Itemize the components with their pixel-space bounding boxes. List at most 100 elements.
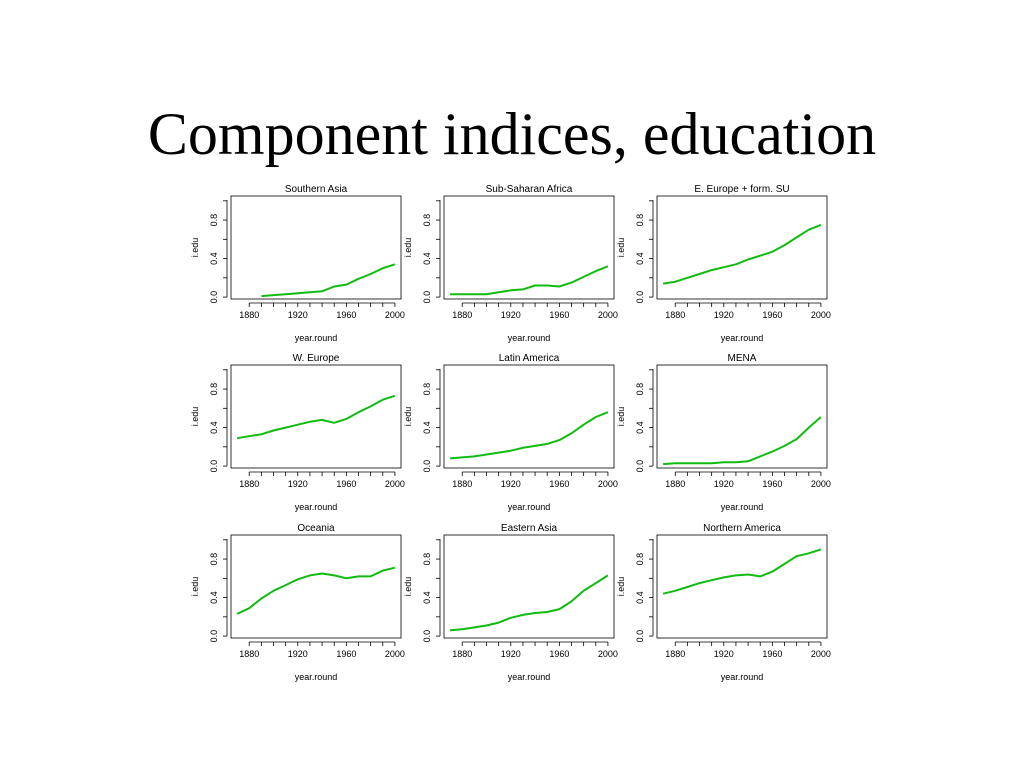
y-axis-label: i.edu <box>190 577 200 597</box>
series-line <box>450 574 609 632</box>
x-tick-label: 2000 <box>598 310 618 320</box>
y-axis-label: i.edu <box>616 238 626 258</box>
series-line <box>450 411 609 460</box>
plot-frame <box>443 364 615 469</box>
x-tick-label: 2000 <box>598 479 618 489</box>
y-tick-label: 0.4 <box>209 421 219 434</box>
series-line <box>236 566 396 615</box>
chart-panel: Southern Asia 1880 1920 1960 2000 year.round 0… <box>190 184 405 343</box>
x-tick-label: 1920 <box>288 479 308 489</box>
x-tick-label: 1960 <box>762 479 782 489</box>
x-tick-label: 2000 <box>811 479 831 489</box>
panel-title: E. Europe + form. SU <box>694 184 789 195</box>
series-line <box>450 265 609 296</box>
y-tick-label: 0.0 <box>209 460 219 473</box>
y-tick-label: 0.4 <box>209 252 219 265</box>
x-tick-label: 1960 <box>549 310 569 320</box>
x-axis-label: year.round <box>721 672 764 682</box>
y-tick-label: 0.8 <box>635 214 645 227</box>
y-tick-label: 0.8 <box>422 553 432 566</box>
y-tick-label: 0.0 <box>209 630 219 643</box>
x-tick-label: 1880 <box>239 310 259 320</box>
chart-panel: Latin America 1880 1920 1960 2000 year.round 0… <box>403 353 618 512</box>
y-tick-label: 0.4 <box>635 421 645 434</box>
series-line <box>663 416 822 466</box>
x-tick-label: 1960 <box>336 479 356 489</box>
plot-frame <box>230 364 402 469</box>
chart-panel: Oceania 1880 1920 1960 2000 year.round 0.0 0.4 0… <box>190 523 405 682</box>
y-tick-label: 0.4 <box>635 252 645 265</box>
panel-title: Sub-Saharan Africa <box>486 184 573 195</box>
y-axis-label: i.edu <box>403 407 413 427</box>
y-axis-label: i.edu <box>403 238 413 258</box>
y-tick-label: 0.4 <box>422 252 432 265</box>
y-axis-label: i.edu <box>190 407 200 427</box>
plot-frame <box>230 534 402 639</box>
plot-frame <box>443 534 615 639</box>
y-tick-label: 0.8 <box>209 553 219 566</box>
x-axis-label: year.round <box>721 502 764 512</box>
x-tick-label: 1960 <box>549 649 569 659</box>
series-line <box>236 394 396 440</box>
chart-panel: Eastern Asia 1880 1920 1960 2000 year.round 0.… <box>403 523 618 682</box>
x-tick-label: 1920 <box>714 310 734 320</box>
x-axis-label: year.round <box>508 333 551 343</box>
y-tick-label: 0.4 <box>635 591 645 604</box>
y-tick-label: 0.8 <box>209 214 219 227</box>
plot-frame <box>656 195 828 300</box>
x-tick-label: 1880 <box>452 310 472 320</box>
x-axis-label: year.round <box>508 672 551 682</box>
y-tick-label: 0.4 <box>422 421 432 434</box>
x-axis-label: year.round <box>508 502 551 512</box>
y-tick-label: 0.8 <box>635 553 645 566</box>
x-tick-label: 1880 <box>665 310 685 320</box>
x-tick-label: 2000 <box>811 649 831 659</box>
plot-frame <box>443 195 615 300</box>
chart-panel: Northern America 1880 1920 1960 2000 year.rou… <box>616 523 831 682</box>
plot-frame <box>656 364 828 469</box>
x-axis-label: year.round <box>295 502 338 512</box>
x-tick-label: 2000 <box>385 649 405 659</box>
y-tick-label: 0.4 <box>209 591 219 604</box>
chart-panel: W. Europe 1880 1920 1960 2000 year.round 0.0 0.… <box>190 353 405 512</box>
y-tick-label: 0.0 <box>635 630 645 643</box>
x-axis-label: year.round <box>295 672 338 682</box>
x-tick-label: 1920 <box>288 310 308 320</box>
x-tick-label: 1920 <box>501 479 521 489</box>
x-tick-label: 1960 <box>336 649 356 659</box>
x-tick-label: 2000 <box>598 649 618 659</box>
series-line <box>261 263 396 298</box>
x-tick-label: 1920 <box>501 310 521 320</box>
x-tick-label: 2000 <box>385 310 405 320</box>
panel-title: Oceania <box>297 523 335 534</box>
y-tick-label: 0.8 <box>635 383 645 396</box>
x-tick-label: 1880 <box>239 479 259 489</box>
x-tick-label: 2000 <box>385 479 405 489</box>
y-tick-label: 0.0 <box>422 291 432 304</box>
x-tick-label: 1920 <box>288 649 308 659</box>
x-tick-label: 1880 <box>665 649 685 659</box>
y-tick-label: 0.0 <box>635 291 645 304</box>
y-tick-label: 0.0 <box>422 630 432 643</box>
panel-title: MENA <box>728 353 757 364</box>
x-tick-label: 1960 <box>549 479 569 489</box>
x-tick-label: 2000 <box>811 310 831 320</box>
x-tick-label: 1960 <box>762 310 782 320</box>
x-tick-label: 1880 <box>665 479 685 489</box>
plot-frame <box>230 195 402 300</box>
panel-title: Southern Asia <box>285 184 348 195</box>
panel-title: W. Europe <box>293 353 340 364</box>
x-tick-label: 1920 <box>501 649 521 659</box>
x-tick-label: 1880 <box>239 649 259 659</box>
x-tick-label: 1880 <box>452 479 472 489</box>
x-tick-label: 1960 <box>762 649 782 659</box>
chart-panel: E. Europe + form. SU 1880 1920 1960 2000 year… <box>616 184 831 343</box>
y-tick-label: 0.4 <box>422 591 432 604</box>
chart-panel: Sub-Saharan Africa 1880 1920 1960 2000 year.r… <box>403 184 618 343</box>
y-tick-label: 0.8 <box>422 383 432 396</box>
y-tick-label: 0.0 <box>635 460 645 473</box>
y-tick-label: 0.8 <box>422 214 432 227</box>
x-axis-label: year.round <box>295 333 338 343</box>
x-tick-label: 1880 <box>452 649 472 659</box>
